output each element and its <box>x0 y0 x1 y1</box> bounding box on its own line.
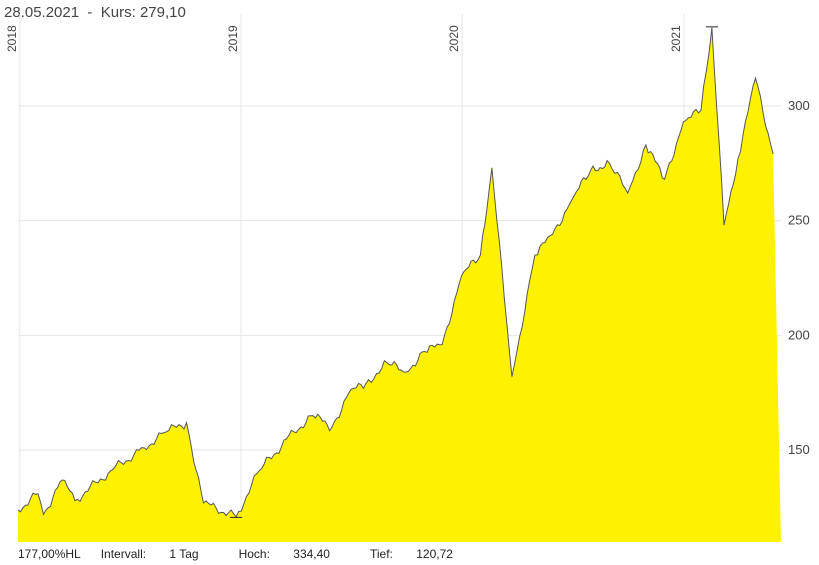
y-tick-label: 300 <box>788 98 810 113</box>
footer-interval-label: Intervall: <box>100 547 147 561</box>
x-axis-ticks: 2018 2019 2020 2021 <box>5 25 683 52</box>
footer-high-label: Hoch: <box>238 547 270 561</box>
footer-low-label: Tief: <box>369 547 393 561</box>
footer-hl: 177,00%HL <box>18 547 81 561</box>
price-line <box>17 27 774 518</box>
x-tick-label: 2018 <box>5 25 19 52</box>
header-kurs-value: 279,10 <box>139 4 186 21</box>
x-tick-label: 2021 <box>669 25 683 52</box>
chart-footer: 177,00%HL Intervall: 1 Tag Hoch: 334,40 … <box>18 547 493 561</box>
footer-interval-value: 1 Tag <box>169 547 199 561</box>
y-tick-label: 200 <box>788 327 810 342</box>
chart-marks <box>230 26 718 518</box>
header-kurs-label: Kurs: <box>100 4 136 21</box>
footer-high: Hoch: 334,40 <box>239 547 350 561</box>
footer-high-value: 334,40 <box>293 547 330 561</box>
footer-interval: Intervall: 1 Tag <box>101 547 219 561</box>
chart-header: 28.05.2021 - Kurs: 279,10 <box>4 4 186 21</box>
y-tick-label: 250 <box>788 213 810 228</box>
header-separator: - <box>87 4 93 21</box>
y-axis-ticks: 150 200 250 300 <box>788 98 810 457</box>
x-tick-label: 2020 <box>447 25 461 52</box>
x-tick-label: 2019 <box>226 25 240 52</box>
header-date: 28.05.2021 <box>4 4 80 21</box>
price-area <box>18 27 781 543</box>
y-tick-label: 150 <box>788 442 810 457</box>
footer-low: Tief: 120,72 <box>370 547 473 561</box>
footer-low-value: 120,72 <box>416 547 453 561</box>
